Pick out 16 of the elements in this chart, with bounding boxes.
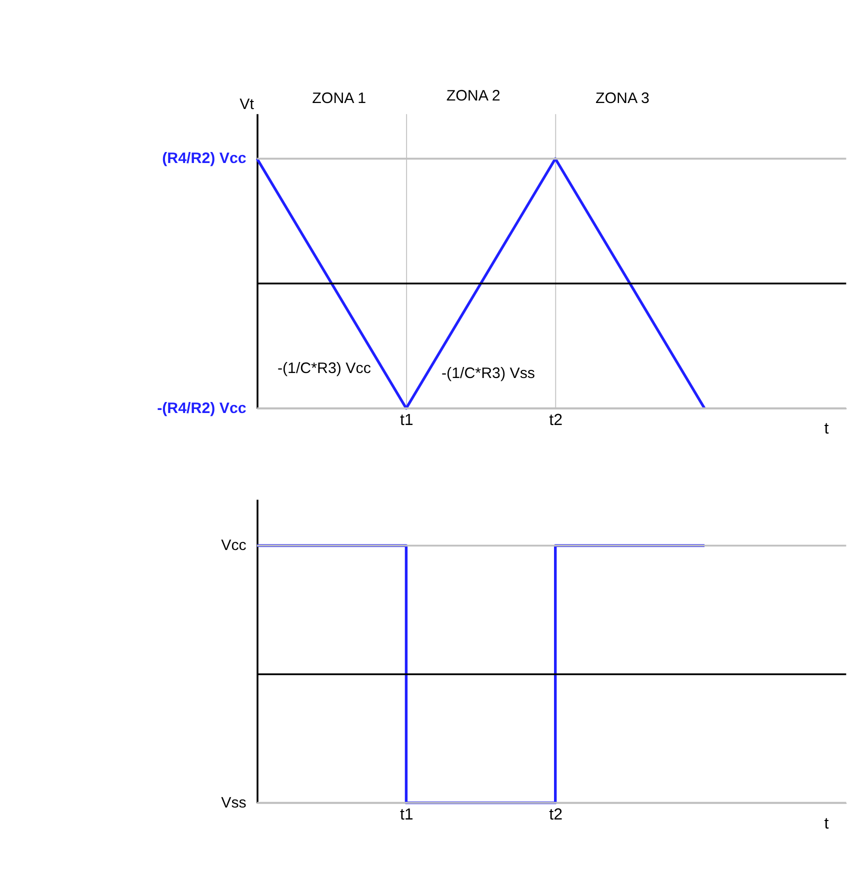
y-axis-title: Vt [240,96,255,113]
ref-line-label: -(R4/R2) Vcc [157,400,246,417]
x-tick-label: t1 [400,410,414,429]
x-tick-label: t1 [400,805,414,824]
annotation: -(1/C*R3) Vss [441,364,536,382]
x-axis-title: t [824,814,830,832]
text: ZONA 1 [312,90,366,108]
x-tick-label: t2 [549,410,563,429]
ref-line-label: Vcc [221,537,247,554]
ref-line-label: (R4/R2) Vcc [162,150,246,168]
annotation: -(1/C*R3) Vcc [277,360,372,377]
ref-line-label: Vss [221,794,247,812]
text: ZONA 3 [596,90,650,108]
text: ZONA 2 [446,88,500,105]
x-tick-label: t2 [549,805,563,824]
x-axis-title: t [824,420,830,438]
